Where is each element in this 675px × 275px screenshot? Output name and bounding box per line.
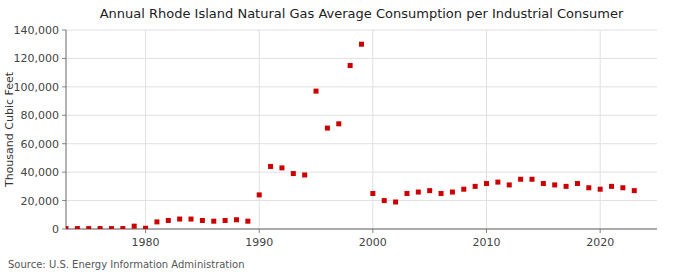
point (541, 181, 546, 186)
x-tick (259, 229, 260, 233)
point (166, 218, 171, 223)
y-grid-line (66, 172, 657, 173)
grid (66, 30, 657, 229)
point (632, 188, 637, 193)
points (66, 42, 637, 229)
point (393, 199, 398, 204)
point (200, 218, 205, 223)
x-tick (145, 229, 146, 233)
y-tick (62, 143, 66, 144)
point (279, 165, 284, 170)
point (507, 182, 512, 187)
point (211, 219, 216, 224)
y-tick-label: 80,000 (21, 109, 60, 122)
point (245, 219, 250, 224)
y-tick-label: 60,000 (21, 138, 60, 151)
point (336, 121, 341, 126)
point (370, 191, 375, 196)
title: Annual Rhode Island Natural Gas Average … (100, 6, 624, 21)
point (154, 219, 159, 224)
y-grid-line (66, 58, 657, 59)
y-grid-line (66, 229, 657, 230)
point (620, 185, 625, 190)
y-tick (62, 30, 66, 31)
point (495, 180, 500, 185)
point (461, 187, 466, 192)
y-tick (62, 86, 66, 87)
point (268, 164, 273, 169)
y-tick (62, 200, 66, 201)
x-grid-line (372, 30, 373, 229)
x-tick-label: 2000 (359, 236, 387, 249)
point (177, 217, 182, 222)
point (143, 226, 148, 229)
point (382, 198, 387, 203)
point (302, 172, 307, 177)
point (450, 190, 455, 195)
point (291, 171, 296, 176)
y-grid-line (66, 30, 657, 31)
point (518, 177, 523, 182)
point (98, 226, 103, 229)
point (609, 184, 614, 189)
y-axis-label: Thousand Cubic Feet (3, 71, 16, 188)
point (348, 63, 353, 68)
y-tick-label: 120,000 (14, 52, 60, 65)
y-grid-line (66, 86, 657, 87)
x-axis (66, 229, 657, 230)
x-grid-line (145, 30, 146, 229)
point (314, 89, 319, 94)
point (427, 188, 432, 193)
y-tick-label: 0 (52, 223, 59, 236)
point (598, 187, 603, 192)
chart: 0 20,000 40,000 60,000 80,000 100,000 120,000 1… (0, 0, 675, 275)
x-tick-label: 2020 (586, 236, 614, 249)
y-grid-line (66, 143, 657, 144)
y-tick (62, 58, 66, 59)
x-tick (600, 229, 601, 233)
x-grid-line (259, 30, 260, 229)
point (109, 226, 114, 229)
y-tick (62, 115, 66, 116)
x-tick-label: 1980 (132, 236, 160, 249)
y-tick-label: 140,000 (14, 24, 60, 37)
point (75, 226, 80, 229)
point (552, 182, 557, 187)
point (257, 192, 262, 197)
y-tick (62, 172, 66, 173)
point (132, 224, 137, 229)
point (325, 126, 330, 131)
x-tick-label: 2010 (473, 236, 501, 249)
y-tick-label: 20,000 (21, 195, 60, 208)
point (439, 191, 444, 196)
source-note: Source: U.S. Energy Information Administ… (8, 259, 245, 270)
point (359, 42, 364, 47)
y-tick-label: 40,000 (21, 166, 60, 179)
point (234, 217, 239, 222)
point (575, 181, 580, 186)
x-tick (372, 229, 373, 233)
point (473, 184, 478, 189)
point (484, 181, 489, 186)
point (564, 184, 569, 189)
x-tick-label: 1990 (245, 236, 273, 249)
point (120, 226, 125, 229)
point (529, 177, 534, 182)
y-grid-line (66, 200, 657, 201)
y-tick (62, 229, 66, 230)
x-grid-line (600, 30, 601, 229)
point (416, 190, 421, 195)
y-grid-line (66, 115, 657, 116)
y-tick-label: 100,000 (14, 81, 60, 94)
x-tick (486, 229, 487, 233)
point (223, 218, 228, 223)
point (404, 191, 409, 196)
y-axis (66, 30, 67, 229)
point (586, 185, 591, 190)
point (66, 226, 69, 229)
point (86, 226, 91, 229)
point (189, 217, 194, 222)
x-grid-line (486, 30, 487, 229)
